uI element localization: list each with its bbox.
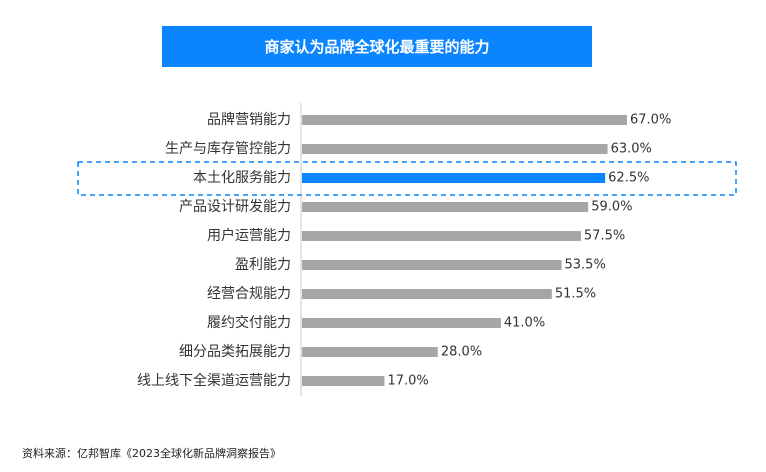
value-label: 67.0% (630, 113, 671, 128)
category-label: 生产与库存管控能力 (165, 141, 291, 157)
bar (302, 347, 438, 357)
bar (302, 231, 581, 241)
value-label: 28.0% (441, 345, 482, 360)
category-label: 履约交付能力 (207, 314, 291, 331)
source-note: 资料来源：亿邦智库《2023全球化新品牌洞察报告》 (22, 447, 281, 460)
value-label: 17.0% (387, 374, 428, 389)
highlight-box (77, 161, 737, 196)
bar (302, 115, 627, 125)
value-label: 63.0% (611, 142, 652, 157)
bar (302, 376, 385, 386)
category-label: 线上线下全渠道运营能力 (137, 372, 291, 389)
bar (302, 260, 562, 270)
category-label: 细分品类拓展能力 (179, 344, 291, 360)
bar (302, 144, 608, 154)
category-label: 产品设计研发能力 (179, 199, 291, 215)
bars-layer: 品牌营销能力 67.0% 生产与库存管控能力 63.0% 本土化服务能力 62.5% 产品设… (137, 111, 671, 389)
bar (302, 289, 552, 299)
value-label: 53.5% (565, 258, 606, 273)
category-label: 用户运营能力 (207, 227, 291, 244)
bar (302, 318, 501, 328)
value-label: 51.5% (555, 287, 596, 302)
value-label: 62.5% (608, 171, 649, 186)
value-label: 41.0% (504, 316, 545, 331)
category-label: 本土化服务能力 (193, 170, 291, 186)
chart-title: 商家认为品牌全球化最重要的能力 (162, 26, 592, 67)
bar (302, 202, 589, 212)
value-label: 57.5% (584, 229, 625, 244)
category-label: 经营合规能力 (207, 286, 291, 302)
category-label: 品牌营销能力 (207, 111, 291, 128)
value-label: 59.0% (591, 200, 632, 215)
category-label: 盈利能力 (235, 257, 291, 273)
highlighted-bar (302, 173, 606, 183)
